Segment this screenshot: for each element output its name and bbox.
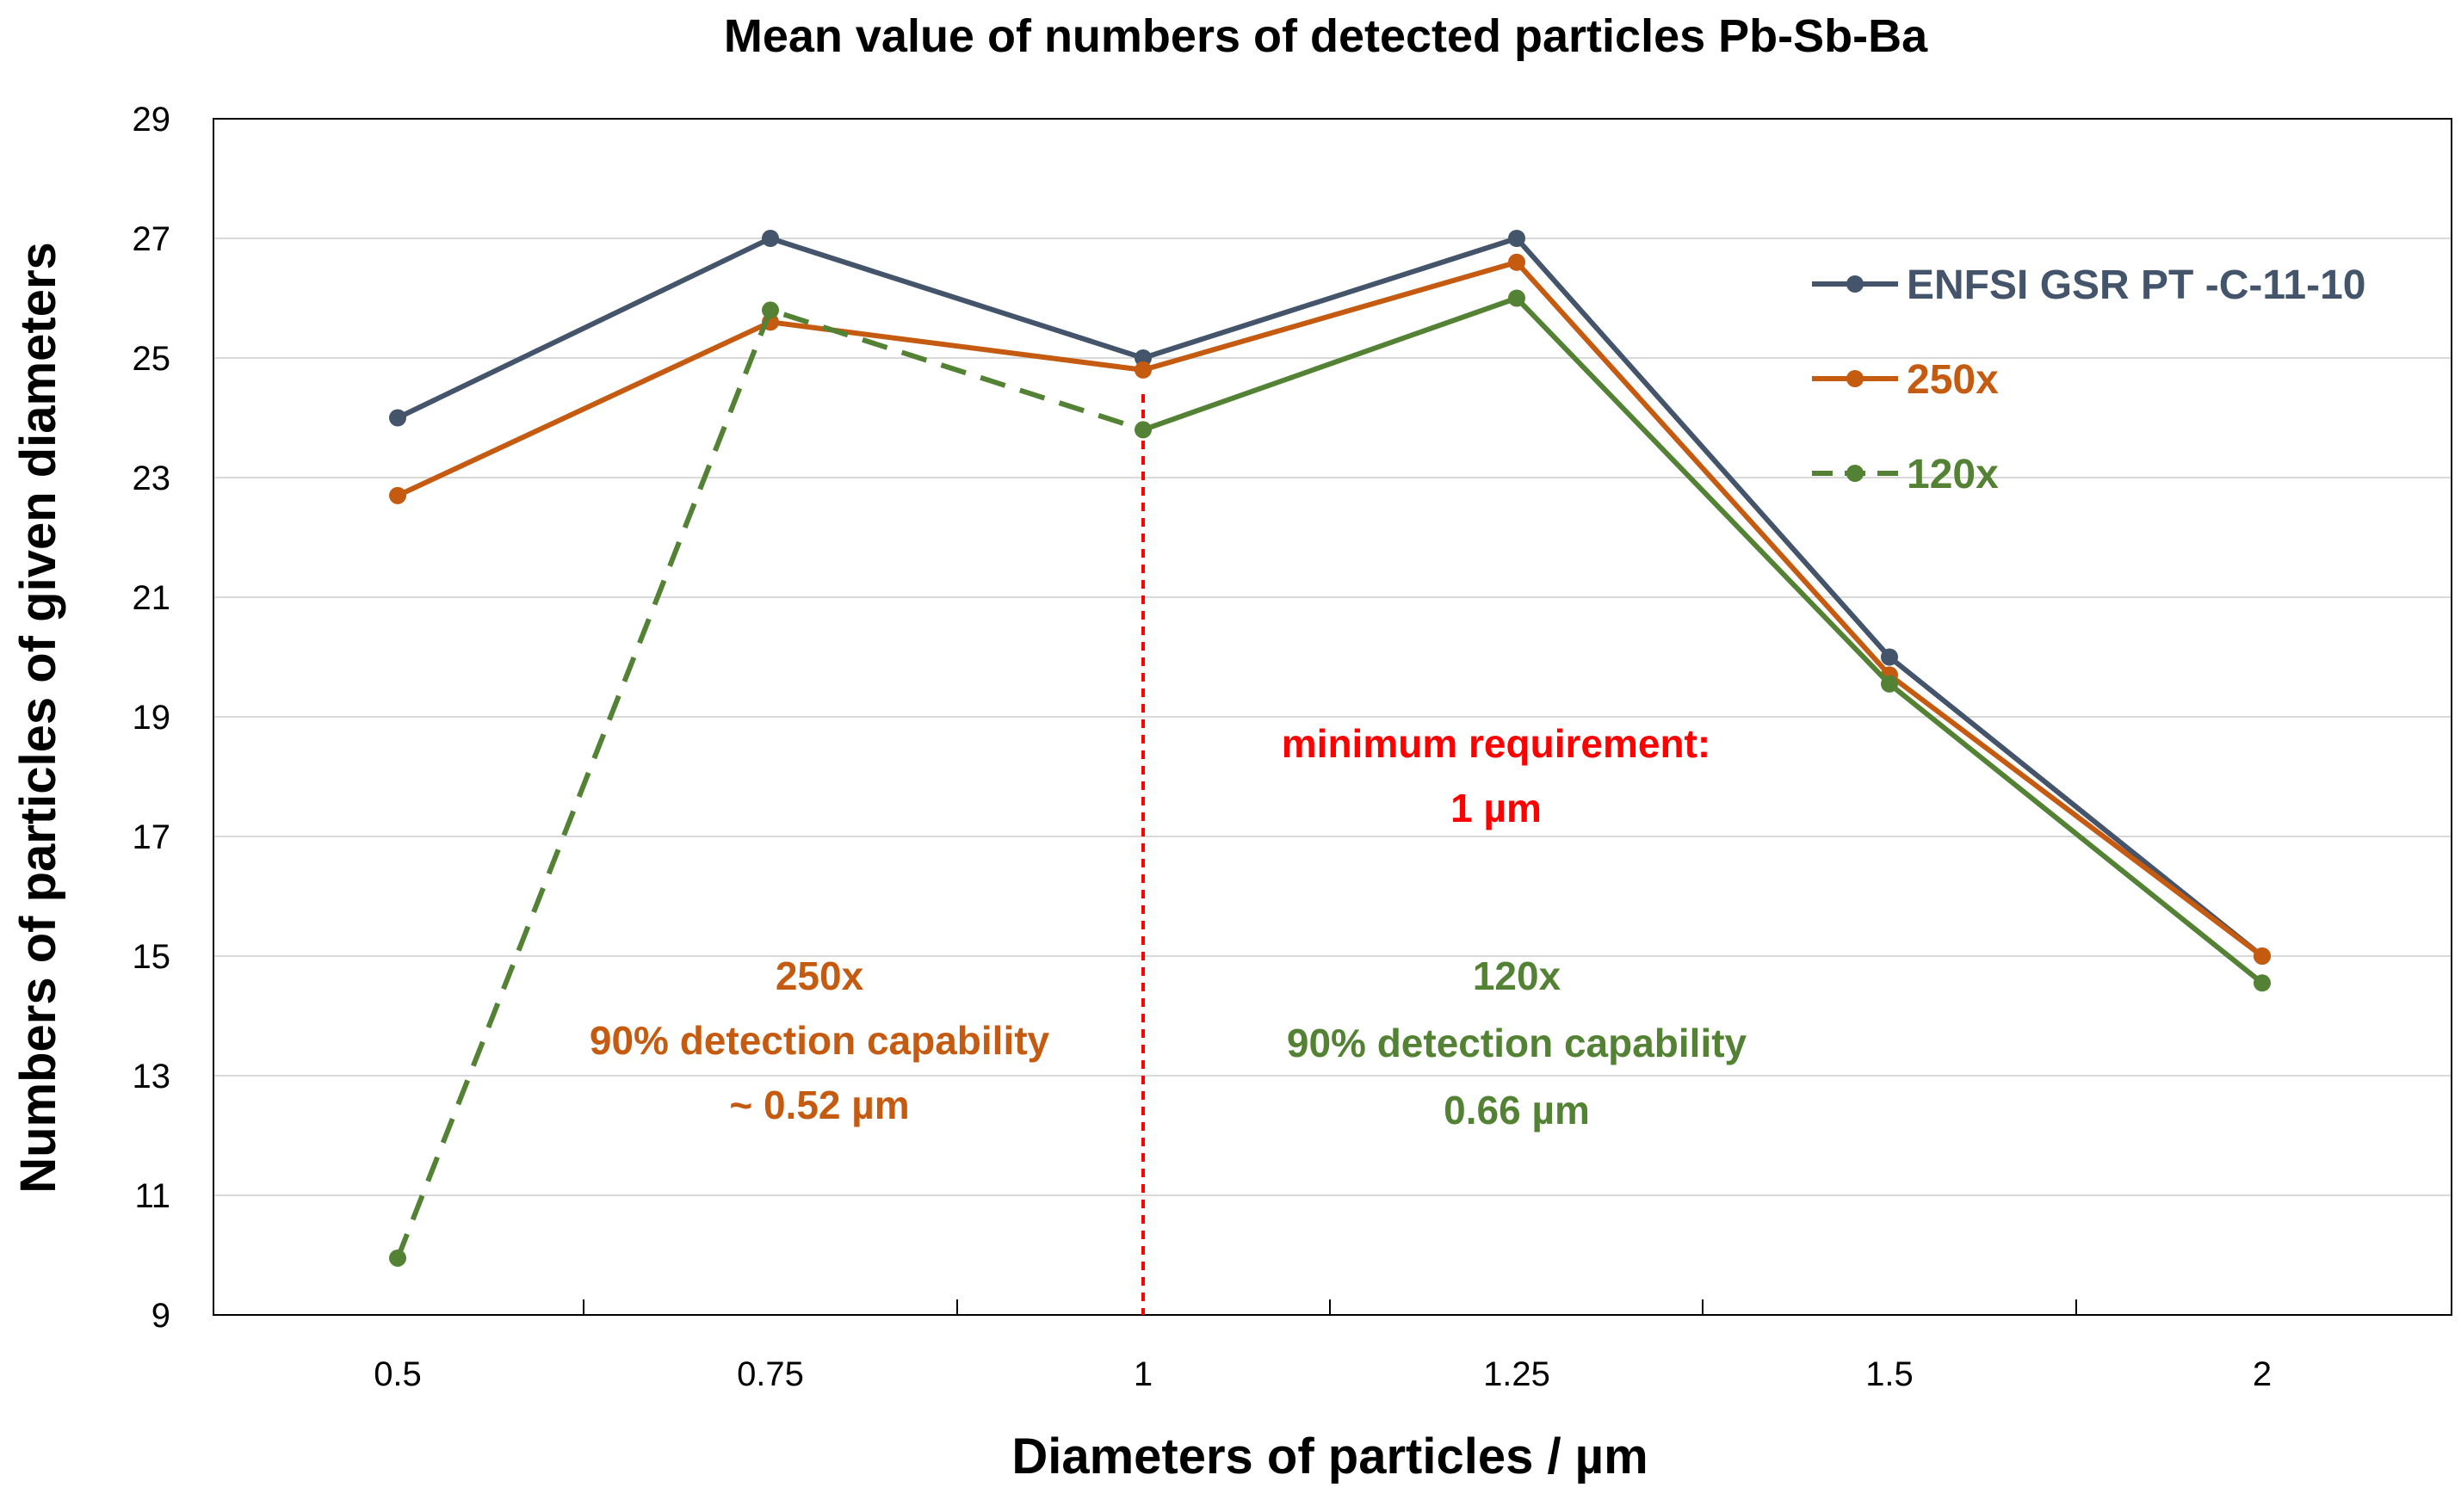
annotation-threshold: minimum requirement: xyxy=(1282,721,1710,766)
legend-marker xyxy=(1846,370,1864,387)
data-point xyxy=(2254,947,2271,965)
data-point xyxy=(1508,253,1525,271)
data-point xyxy=(1135,421,1152,439)
legend-label: 250x xyxy=(1907,357,1999,403)
legend-label: ENFSI GSR PT -C-11-10 xyxy=(1907,262,2365,308)
legend: ENFSI GSR PT -C-11-10 250x 120x xyxy=(1812,262,2365,497)
y-tick-label: 25 xyxy=(133,340,171,378)
legend-label: 120x xyxy=(1907,452,1999,497)
y-tick-label: 9 xyxy=(151,1297,170,1335)
y-tick-label: 15 xyxy=(133,938,171,976)
series-line-dashed xyxy=(395,307,1144,1260)
data-point xyxy=(1881,648,1898,666)
annotation-left: 90% detection capability xyxy=(590,1018,1050,1063)
annotation-left: 250x xyxy=(776,953,864,998)
series-line xyxy=(396,236,2264,959)
y-axis-ticks: 9 11 13 15 17 19 21 23 25 27 29 xyxy=(133,101,171,1335)
data-point xyxy=(762,230,779,247)
legend-marker xyxy=(1846,275,1864,293)
y-tick-label: 19 xyxy=(133,699,171,737)
data-point xyxy=(762,301,779,319)
data-point xyxy=(2254,974,2271,992)
x-axis-title: Diameters of particles / µm xyxy=(1011,1429,1648,1484)
data-point xyxy=(389,1249,406,1267)
x-tick-label: 0.5 xyxy=(374,1355,422,1393)
y-axis-title: Numbers of particles of given diameters xyxy=(10,242,66,1194)
plot-border xyxy=(213,118,2452,1316)
x-tick-label: 1 xyxy=(1134,1355,1153,1393)
gridlines xyxy=(213,238,2452,1196)
y-tick-label: 13 xyxy=(133,1058,171,1095)
series-line xyxy=(1142,295,2264,985)
data-point xyxy=(1508,230,1525,247)
data-point xyxy=(389,409,406,427)
annotation-right: 120x xyxy=(1473,953,1561,998)
y-tick-label: 11 xyxy=(134,1177,170,1215)
series-lines xyxy=(389,230,2271,1267)
data-point xyxy=(1135,349,1152,367)
x-tick-label: 0.75 xyxy=(737,1355,804,1393)
y-tick-label: 27 xyxy=(133,220,171,258)
data-point xyxy=(1508,289,1525,307)
data-point xyxy=(389,486,406,504)
annotation-left: ~ 0.52 µm xyxy=(729,1083,909,1127)
annotation-threshold: 1 µm xyxy=(1450,786,1542,830)
x-tick-label: 2 xyxy=(2253,1355,2272,1393)
chart-title: Mean value of numbers of detected partic… xyxy=(724,10,1928,62)
series-line xyxy=(396,259,2264,959)
y-tick-label: 21 xyxy=(133,579,171,617)
y-tick-label: 23 xyxy=(133,460,171,497)
legend-marker xyxy=(1846,465,1864,482)
x-tick-label: 1.25 xyxy=(1483,1355,1550,1393)
series-3 xyxy=(389,289,2271,1267)
data-point xyxy=(1135,361,1152,379)
y-tick-label: 17 xyxy=(133,818,171,856)
annotation-right: 0.66 µm xyxy=(1444,1088,1590,1132)
x-axis-ticks: 0.5 0.75 1 1.25 1.5 2 xyxy=(374,1299,2272,1393)
y-tick-label: 29 xyxy=(133,101,171,139)
annotation-right: 90% detection capability xyxy=(1287,1021,1747,1065)
x-tick-label: 1.5 xyxy=(1865,1355,1914,1393)
data-point xyxy=(1881,675,1898,693)
annotations: minimum requirement: 1 µm 250x 90% detectio… xyxy=(590,721,1747,1132)
